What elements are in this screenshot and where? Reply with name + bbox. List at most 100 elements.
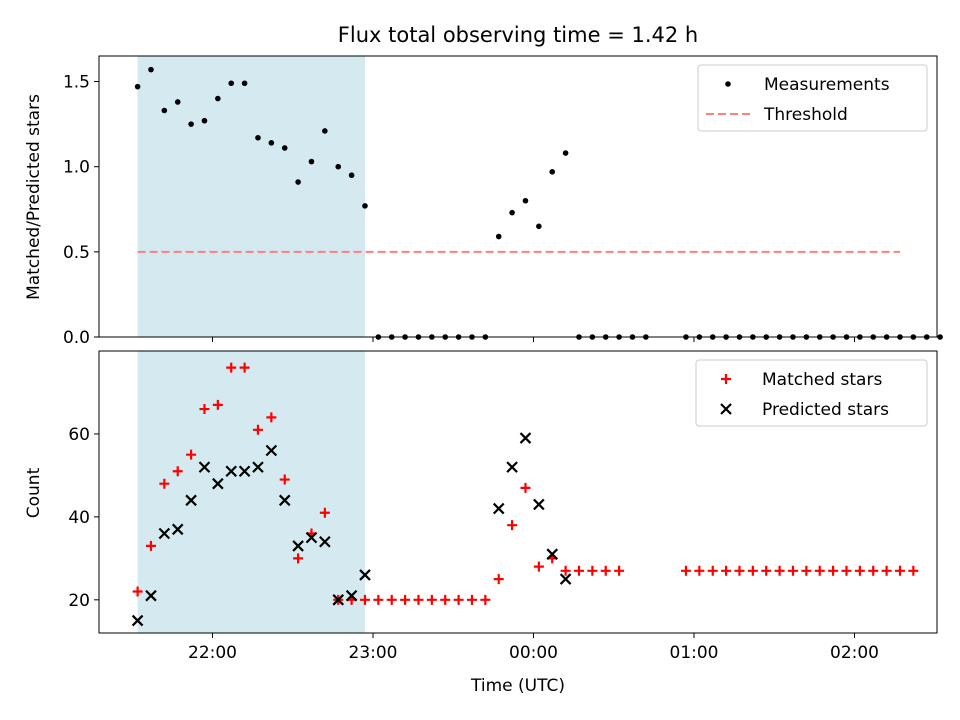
measurement-point: [268, 140, 275, 146]
matched-point: [734, 565, 745, 576]
y-tick-label: 0.5: [63, 243, 90, 263]
matched-point: [359, 594, 370, 605]
matched-point: [239, 362, 250, 373]
matched-point: [587, 565, 598, 576]
legend-box: [695, 359, 928, 427]
measurement-point: [201, 117, 208, 124]
matched-point: [573, 565, 584, 576]
series-matched-stars: [132, 362, 919, 605]
predicted-point: [185, 494, 197, 507]
matched-point: [132, 586, 143, 597]
x-tick-label: 23:00: [349, 643, 398, 663]
matched-point: [440, 594, 451, 605]
measurement-point: [362, 203, 368, 209]
matched-point: [894, 565, 905, 576]
legend-label: Matched stars: [762, 370, 882, 390]
matched-point: [721, 565, 732, 576]
measurement-point: [335, 163, 342, 170]
matched-point: [841, 565, 852, 576]
axes-frame: [98, 350, 938, 634]
observing-span: [137, 351, 365, 633]
measurement-point: [522, 197, 529, 204]
matched-point: [787, 565, 798, 576]
measurement-point: [188, 121, 194, 127]
legend-marker-plus: [721, 374, 731, 384]
x-tick-label: 00:00: [509, 643, 558, 663]
axes-frame: [98, 55, 938, 338]
measurement-point: [295, 179, 301, 185]
x-tick-label: 22:00: [188, 643, 237, 663]
predicted-point: [171, 523, 184, 536]
series-predicted-stars: [131, 432, 572, 627]
y-tick-label: 20: [68, 591, 90, 611]
predicted-point: [131, 614, 144, 627]
matched-point: [386, 594, 397, 605]
matched-point: [520, 482, 531, 493]
matched-point: [600, 565, 611, 576]
matched-point: [801, 565, 812, 576]
matched-point: [774, 565, 785, 576]
measurement-point: [562, 150, 569, 156]
matched-point: [828, 565, 839, 576]
matched-point: [680, 565, 691, 576]
y-tick-label: 1.5: [63, 73, 90, 93]
matched-point: [413, 594, 424, 605]
predicted-point: [559, 573, 572, 585]
matched-point: [186, 449, 197, 460]
matched-point: [881, 565, 892, 576]
matched-point: [814, 565, 825, 576]
matched-point: [868, 565, 879, 576]
x-tick-label: 01:00: [670, 643, 719, 663]
matched-point: [373, 594, 384, 605]
measurement-point: [134, 83, 141, 90]
measurement-point: [241, 80, 248, 87]
measurement-point: [549, 169, 556, 175]
top-y-axis-label: Matched/Predicted stars: [24, 94, 44, 300]
legend-marker-x: [720, 403, 732, 415]
matched-point: [426, 594, 437, 605]
matched-point: [854, 565, 865, 576]
matched-point: [159, 478, 170, 489]
predicted-point: [359, 569, 371, 581]
measurement-point: [308, 158, 315, 165]
matched-point: [560, 565, 571, 576]
matched-point: [507, 520, 518, 531]
legend-label: Predicted stars: [762, 400, 889, 420]
x-tick-label: 02:00: [830, 643, 879, 663]
matched-point: [908, 565, 919, 576]
predicted-point: [305, 531, 318, 544]
legend: Measurements Threshold: [697, 64, 928, 132]
measurement-point: [536, 223, 542, 230]
measurement-point: [228, 80, 235, 87]
predicted-point: [198, 461, 211, 473]
y-tick-label: 40: [68, 508, 90, 528]
measurement-point: [348, 172, 355, 179]
measurement-point: [281, 145, 288, 151]
predicted-point: [252, 461, 264, 473]
measurement-point: [174, 99, 181, 105]
legend-box: [697, 64, 928, 132]
predicted-point: [492, 502, 505, 515]
matched-point: [707, 565, 718, 576]
matched-point: [252, 424, 263, 435]
matched-point: [493, 574, 504, 585]
matched-point: [266, 412, 277, 423]
predicted-point: [265, 444, 278, 457]
matched-point: [466, 594, 477, 605]
y-tick-label: 0.0: [63, 328, 90, 348]
legend-marker-dot: [725, 81, 731, 87]
matched-point: [279, 474, 290, 485]
panel-ratio: 0.0 0.5 1.0 1.5 Measurements Threshold: [63, 55, 943, 348]
predicted-point: [278, 494, 291, 507]
matched-point: [533, 561, 544, 572]
panel-count: 20 40 60 22:00 23:00 00:00 01:00 02:00 Matched s…: [68, 350, 938, 663]
matched-point: [480, 594, 491, 605]
predicted-point: [225, 465, 238, 478]
measurement-point: [215, 95, 221, 102]
predicted-point: [158, 527, 171, 540]
bottom-x-axis-label: Time (UTC): [470, 676, 565, 696]
matched-point: [614, 565, 625, 576]
top-chart-title: Flux total observing time = 1.42 h: [338, 23, 698, 47]
matched-point: [400, 594, 411, 605]
